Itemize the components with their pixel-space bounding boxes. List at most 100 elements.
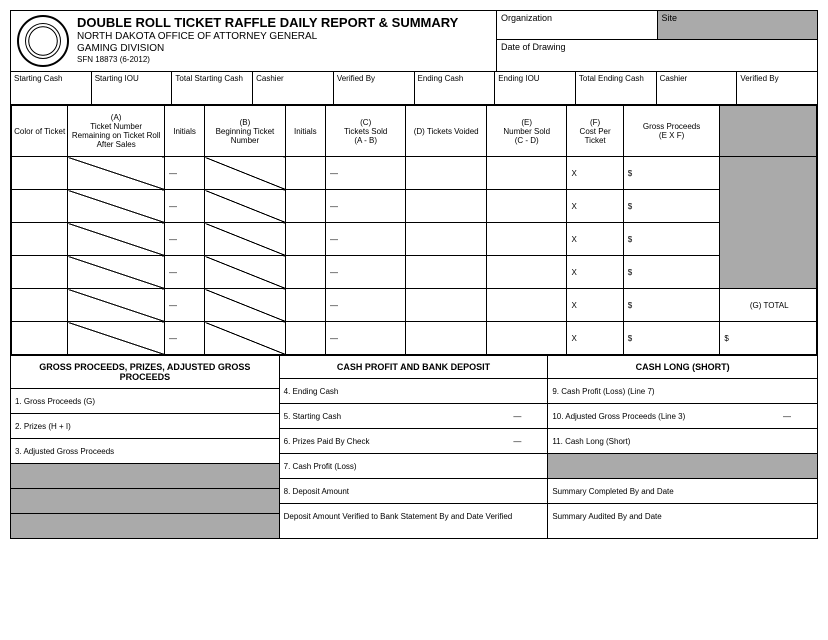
col-c: (C) Tickets Sold (A - B) — [325, 106, 406, 157]
dash: — — [513, 437, 543, 446]
line-3[interactable]: 3. Adjusted Gross Proceeds — [11, 439, 279, 464]
table-row: — — X $ (G) TOTAL — [12, 289, 817, 322]
cell-x: X — [567, 190, 623, 223]
cell[interactable] — [285, 256, 325, 289]
cell[interactable] — [486, 223, 567, 256]
cell[interactable] — [285, 190, 325, 223]
col-initials1: Initials — [164, 106, 204, 157]
cash-profit-header: CASH PROFIT AND BANK DEPOSIT — [280, 356, 548, 379]
cell-diag[interactable] — [68, 256, 165, 289]
cell-dash: — — [325, 289, 406, 322]
cell-diag[interactable] — [68, 223, 165, 256]
cell[interactable] — [12, 289, 68, 322]
cell-diag[interactable] — [205, 289, 286, 322]
cell-diag[interactable] — [68, 190, 165, 223]
cell-dollar: $ — [623, 256, 720, 289]
total-starting-cash-field[interactable]: Total Starting Cash — [172, 72, 253, 104]
table-row: — — X $ — [12, 256, 817, 289]
cell-dash: — — [164, 157, 204, 190]
cell[interactable] — [486, 322, 567, 355]
line-7[interactable]: 7. Cash Profit (Loss) — [280, 454, 548, 479]
cash-long-short-header: CASH LONG (SHORT) — [548, 356, 817, 379]
cell[interactable] — [12, 322, 68, 355]
cell[interactable] — [406, 289, 487, 322]
cell-diag[interactable] — [68, 289, 165, 322]
table-row: — — X $ — [12, 157, 817, 190]
total-ending-cash-field[interactable]: Total Ending Cash — [576, 72, 657, 104]
verified-by-end-field[interactable]: Verified By — [737, 72, 817, 104]
cashier-start-field[interactable]: Cashier — [253, 72, 334, 104]
starting-cash-field[interactable]: Starting Cash — [11, 72, 92, 104]
cell[interactable] — [486, 289, 567, 322]
line-6[interactable]: 6. Prizes Paid By Check— — [280, 429, 548, 454]
cell-diag[interactable] — [205, 322, 286, 355]
cell-x: X — [567, 289, 623, 322]
summary-audited-field[interactable]: Summary Audited By and Date — [548, 504, 817, 528]
verified-by-start-field[interactable]: Verified By — [334, 72, 415, 104]
gray-filler — [548, 454, 817, 479]
cell-diag[interactable] — [68, 322, 165, 355]
table-row: — — X $ $ — [12, 322, 817, 355]
g-total-value[interactable]: $ — [720, 322, 817, 355]
line-8[interactable]: 8. Deposit Amount — [280, 479, 548, 504]
summary-completed-field[interactable]: Summary Completed By and Date — [548, 479, 817, 504]
cell-dollar: $ — [623, 322, 720, 355]
ending-cash-field[interactable]: Ending Cash — [415, 72, 496, 104]
date-drawing-field[interactable]: Date of Drawing — [497, 40, 817, 72]
line-5[interactable]: 5. Starting Cash— — [280, 404, 548, 429]
cell-dollar: $ — [623, 223, 720, 256]
cell-diag[interactable] — [205, 157, 286, 190]
line-8-verified[interactable]: Deposit Amount Verified to Bank Statemen… — [280, 504, 548, 528]
cell-dash: — — [164, 190, 204, 223]
gray-spacer — [720, 157, 817, 289]
form-title: DOUBLE ROLL TICKET RAFFLE DAILY REPORT &… — [77, 15, 458, 31]
gray-filler — [11, 514, 279, 538]
cell-diag[interactable] — [68, 157, 165, 190]
cell[interactable] — [406, 256, 487, 289]
cell[interactable] — [486, 256, 567, 289]
organization-label: Organization — [501, 13, 552, 23]
cell[interactable] — [285, 223, 325, 256]
cell-x: X — [567, 223, 623, 256]
cell[interactable] — [12, 157, 68, 190]
cell[interactable] — [285, 322, 325, 355]
line-4[interactable]: 4. Ending Cash — [280, 379, 548, 404]
line-1[interactable]: 1. Gross Proceeds (G) — [11, 389, 279, 414]
line-2[interactable]: 2. Prizes (H + I) — [11, 414, 279, 439]
site-field[interactable]: Site — [657, 11, 818, 39]
dash: — — [783, 412, 813, 421]
cell[interactable] — [12, 223, 68, 256]
cell[interactable] — [12, 256, 68, 289]
cell[interactable] — [406, 322, 487, 355]
cell-diag[interactable] — [205, 190, 286, 223]
cell[interactable] — [486, 190, 567, 223]
table-row: — — X $ — [12, 190, 817, 223]
col-gross-proceeds: GROSS PROCEEDS, PRIZES, ADJUSTED GROSS P… — [11, 356, 280, 538]
cell[interactable] — [406, 157, 487, 190]
cashier-end-field[interactable]: Cashier — [657, 72, 738, 104]
cell[interactable] — [12, 190, 68, 223]
col-gross: Gross Proceeds (E X F) — [623, 106, 720, 157]
col-f: (F) Cost Per Ticket — [567, 106, 623, 157]
cell-diag[interactable] — [205, 223, 286, 256]
cell-dash: — — [164, 322, 204, 355]
starting-iou-field[interactable]: Starting IOU — [92, 72, 173, 104]
gross-proceeds-header: GROSS PROCEEDS, PRIZES, ADJUSTED GROSS P… — [11, 356, 279, 389]
cell[interactable] — [486, 157, 567, 190]
cell[interactable] — [406, 190, 487, 223]
cell[interactable] — [285, 157, 325, 190]
site-label: Site — [662, 13, 678, 23]
line-10[interactable]: 10. Adjusted Gross Proceeds (Line 3)— — [548, 404, 817, 429]
col-color: Color of Ticket — [12, 106, 68, 157]
cell[interactable] — [285, 289, 325, 322]
line-11[interactable]: 11. Cash Long (Short) — [548, 429, 817, 454]
col-d: (D) Tickets Voided — [406, 106, 487, 157]
cell[interactable] — [406, 223, 487, 256]
cell-dollar: $ — [623, 190, 720, 223]
cell-diag[interactable] — [205, 256, 286, 289]
ending-iou-field[interactable]: Ending IOU — [495, 72, 576, 104]
lower-section: GROSS PROCEEDS, PRIZES, ADJUSTED GROSS P… — [11, 355, 817, 538]
organization-field[interactable]: Organization — [497, 11, 657, 39]
agency-name: NORTH DAKOTA OFFICE OF ATTORNEY GENERAL — [77, 31, 458, 43]
line-9[interactable]: 9. Cash Profit (Loss) (Line 7) — [548, 379, 817, 404]
